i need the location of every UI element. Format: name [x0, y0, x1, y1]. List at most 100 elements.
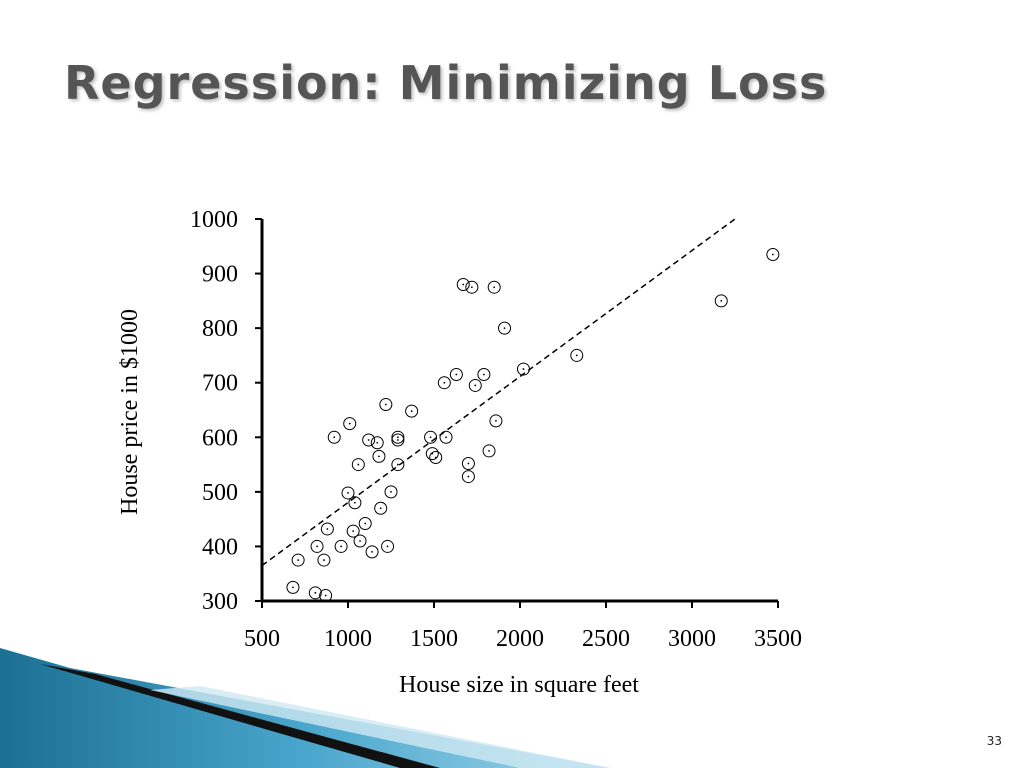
data-point [439, 430, 453, 444]
y-tick-label: 300 [202, 589, 238, 615]
regression-fit-line [261, 218, 736, 567]
data-point-dot [314, 591, 317, 594]
data-point-dot [378, 455, 380, 458]
data-point [291, 553, 305, 567]
data-point-dot [347, 492, 349, 494]
data-point-circle [461, 456, 475, 470]
data-points [286, 247, 780, 603]
data-point-dot [455, 373, 458, 376]
data-point [498, 321, 512, 335]
data-point-circle [372, 449, 386, 463]
data-point-dot [410, 410, 413, 412]
y-tick-label: 500 [202, 480, 238, 506]
y-tick-label: 400 [202, 534, 238, 560]
data-point-dot [359, 540, 361, 542]
data-point [405, 404, 419, 418]
data-point-circle [429, 450, 443, 464]
data-point-dot [467, 475, 470, 478]
data-point-dot [364, 522, 367, 525]
data-point-circle [291, 553, 305, 567]
data-point-dot [324, 594, 327, 597]
data-point-dot [575, 354, 578, 357]
data-point-dot [522, 368, 525, 370]
data-point-dot [379, 507, 382, 510]
data-point-circle [374, 501, 388, 515]
data-point-circle [379, 398, 393, 412]
slide-title: Regression: Minimizing Loss [64, 56, 828, 110]
data-point [346, 524, 360, 538]
black-swoosh-shape [40, 664, 440, 768]
data-point [374, 501, 388, 515]
data-point [487, 280, 501, 294]
data-point [482, 444, 496, 458]
data-point-circle [391, 430, 405, 444]
data-point-dot [445, 436, 447, 439]
data-point-dot [323, 559, 325, 561]
data-point-circle [405, 404, 419, 418]
data-point-dot [376, 441, 379, 444]
data-point-dot [443, 381, 446, 384]
data-point-circle [317, 553, 331, 567]
y-tick-label: 800 [202, 316, 238, 342]
data-point-circle [449, 368, 463, 382]
data-point-dot [429, 436, 432, 439]
y-axis-label: House price in $1000 [117, 309, 143, 515]
data-point-circle [714, 294, 728, 308]
tick-labels: 300 400 500 600 700 800 900 1000 500 1000 1500 2000… [190, 207, 802, 652]
data-point [468, 378, 482, 392]
data-point-dot [353, 501, 356, 504]
data-point-dot [482, 373, 485, 376]
data-point-dot [297, 559, 300, 561]
data-point [391, 433, 405, 447]
data-point-dot [488, 450, 490, 452]
data-point-dot [434, 456, 437, 459]
data-point [310, 539, 324, 553]
data-point [714, 294, 728, 308]
data-point [353, 534, 367, 548]
data-point-circle [425, 447, 439, 461]
data-point-dot [371, 550, 373, 553]
data-point [384, 485, 398, 499]
data-point [424, 430, 438, 444]
data-point-dot [390, 490, 392, 493]
data-point-circle [391, 433, 405, 447]
data-point-dot [384, 403, 387, 406]
x-tick-label: 1500 [410, 626, 458, 652]
data-point [570, 348, 584, 362]
data-point [334, 539, 348, 553]
data-point-circle [320, 522, 334, 536]
data-point-circle [766, 247, 780, 261]
data-point [429, 450, 443, 464]
data-point-dot [396, 463, 399, 466]
data-point-dot [357, 463, 360, 466]
data-point-dot [316, 545, 318, 548]
data-point [286, 580, 300, 594]
data-point [465, 280, 479, 294]
data-point [358, 517, 372, 531]
data-point [362, 433, 376, 447]
data-point-circle [358, 517, 372, 531]
data-point-circle [465, 280, 479, 294]
data-point [477, 368, 491, 382]
data-point-dot [467, 462, 470, 465]
data-point-circle [468, 378, 482, 392]
data-point-dot [495, 420, 497, 422]
data-point-dot [326, 528, 329, 530]
x-tick-label: 500 [244, 626, 280, 652]
data-point [351, 458, 365, 472]
x-axis-label: House size in square feet [399, 672, 639, 698]
data-point [766, 247, 780, 261]
data-point-dot [771, 253, 774, 256]
data-point-circle [319, 589, 333, 603]
data-point-circle [498, 321, 512, 335]
data-point-dot [462, 283, 465, 286]
data-point [348, 496, 362, 510]
data-point-dot [348, 422, 351, 425]
data-point-dot [493, 286, 496, 289]
y-tick-label: 1000 [190, 207, 238, 233]
light-swoosh-shape [150, 686, 610, 768]
data-point-circle [424, 430, 438, 444]
